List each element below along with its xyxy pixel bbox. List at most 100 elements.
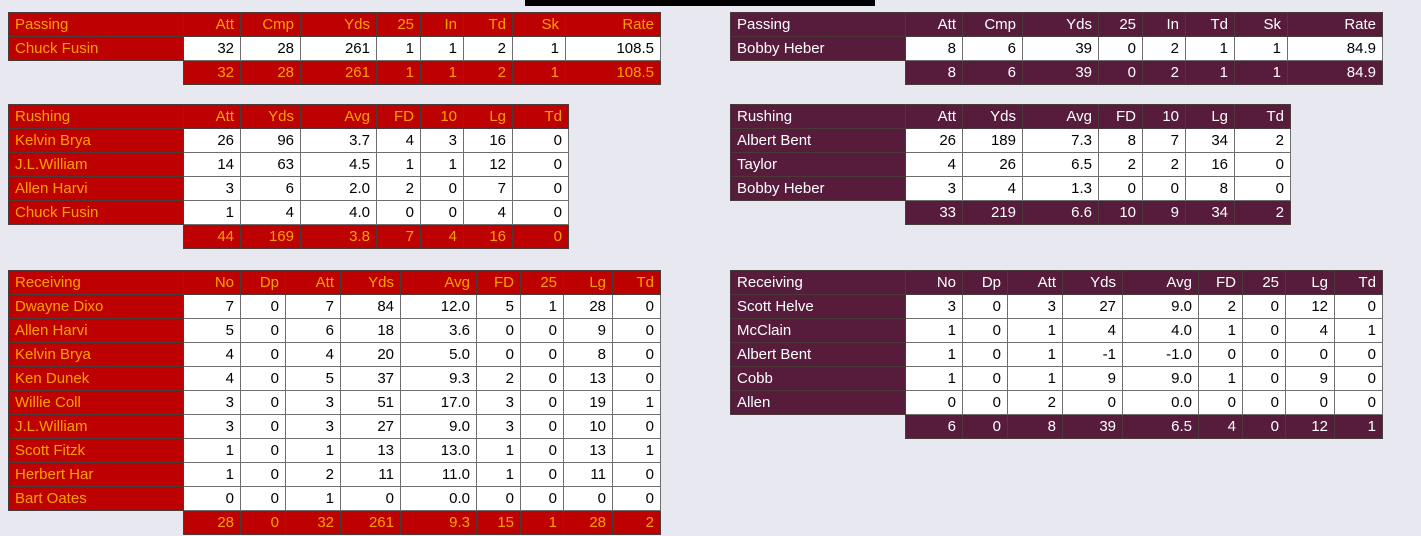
player-row: Allen Harvi 5 0 6 18 3.6 0 0 9 0 (8, 318, 661, 343)
stat-value: 2.0 (300, 176, 377, 201)
stat-value: 0 (512, 176, 569, 201)
stat-value: 5.0 (400, 342, 477, 367)
stat-value: 2 (1142, 36, 1186, 61)
total-value: 10 (1098, 200, 1143, 225)
stat-value: 20 (340, 342, 401, 367)
column-header: Dp (240, 270, 286, 295)
column-header: 25 (1242, 270, 1286, 295)
stat-value: 0 (340, 486, 401, 511)
column-header: Yds (340, 270, 401, 295)
player-row: Dwayne Dixo 7 0 7 84 12.0 5 1 28 0 (8, 294, 661, 319)
stat-value: 0 (1334, 390, 1383, 415)
stat-value: 9 (1285, 366, 1335, 391)
totals-spacer (9, 511, 184, 535)
total-value: 6 (962, 60, 1023, 85)
player-name: Chuck Fusin (8, 36, 184, 61)
total-value: 32 (285, 510, 341, 535)
player-name: Kelvin Brya (8, 342, 184, 367)
player-name: Taylor (730, 152, 906, 177)
stat-value: 1 (1234, 36, 1288, 61)
stat-value: 0 (520, 318, 564, 343)
column-header: FD (1198, 270, 1243, 295)
stat-value: 3 (183, 390, 241, 415)
stat-value: 2 (1234, 128, 1291, 153)
player-row: Albert Bent 26 189 7.3 8 7 34 2 (730, 128, 1291, 153)
stat-value: 4 (376, 128, 421, 153)
total-value: 1 (1234, 60, 1288, 85)
total-value: 0 (962, 414, 1008, 439)
stat-value: 4 (1285, 318, 1335, 343)
player-name: Scott Fitzk (8, 438, 184, 463)
player-row: Herbert Har 1 0 2 11 11.0 1 0 11 0 (8, 462, 661, 487)
player-row: Kelvin Brya 26 96 3.7 4 3 16 0 (8, 128, 569, 153)
player-name: Scott Helve (730, 294, 906, 319)
stat-value: 51 (340, 390, 401, 415)
stat-value: 11.0 (400, 462, 477, 487)
stat-value: 0 (520, 414, 564, 439)
column-header: Att (905, 104, 963, 129)
player-name: Bart Oates (8, 486, 184, 511)
stat-value: 3 (905, 294, 963, 319)
table-title: Receiving (730, 270, 906, 295)
stat-value: 4 (463, 200, 513, 225)
stat-value: 4.0 (300, 200, 377, 225)
column-header: Att (183, 104, 241, 129)
stat-value: 0 (612, 486, 661, 511)
stat-value: 28 (563, 294, 613, 319)
totals-spacer (9, 225, 184, 249)
stat-value: 1 (1198, 318, 1243, 343)
stat-value: 9.0 (1122, 294, 1199, 319)
stat-value: 0 (1198, 390, 1243, 415)
player-name: Albert Bent (730, 128, 906, 153)
total-value: 6.6 (1022, 200, 1099, 225)
stat-value: 1 (1007, 318, 1063, 343)
stat-value: 18 (340, 318, 401, 343)
player-name: Albert Bent (730, 342, 906, 367)
player-name: Chuck Fusin (8, 200, 184, 225)
column-header: Lg (563, 270, 613, 295)
column-header: FD (376, 104, 421, 129)
stat-value: 2 (1098, 152, 1143, 177)
stat-value: 7.3 (1022, 128, 1099, 153)
stat-value: 0 (240, 318, 286, 343)
stat-value: 37 (340, 366, 401, 391)
player-name: Kelvin Brya (8, 128, 184, 153)
header-row: Passing Att Cmp Yds 25 In Td Sk Rate (8, 12, 661, 37)
stat-value: 0 (476, 486, 521, 511)
stat-value: 0 (612, 414, 661, 439)
player-name: J.L.William (8, 414, 184, 439)
stat-value: 32 (183, 36, 241, 61)
stat-value: 0 (520, 390, 564, 415)
stat-value: 9.0 (1122, 366, 1199, 391)
stat-value: 4 (240, 200, 301, 225)
total-value: 261 (340, 510, 401, 535)
stat-value: 7 (463, 176, 513, 201)
stat-value: 0 (1242, 294, 1286, 319)
total-value: 261 (300, 60, 377, 85)
stat-value: 0 (240, 366, 286, 391)
stat-value: 39 (1022, 36, 1099, 61)
stat-value: 0 (612, 342, 661, 367)
stat-value: 0 (240, 486, 286, 511)
stat-value: 0 (420, 200, 464, 225)
stat-value: 0 (376, 200, 421, 225)
stat-value: 2 (1142, 152, 1186, 177)
column-header: Yds (1022, 12, 1099, 37)
stat-value: 1 (512, 36, 566, 61)
total-value: 8 (905, 60, 963, 85)
player-row: Taylor 4 26 6.5 2 2 16 0 (730, 152, 1291, 177)
total-value: 0 (240, 510, 286, 535)
total-value: 7 (376, 224, 421, 249)
total-value: 219 (962, 200, 1023, 225)
stat-value: 3 (420, 128, 464, 153)
stat-value: 0 (240, 438, 286, 463)
total-value: 9.3 (400, 510, 477, 535)
total-value: 0 (512, 224, 569, 249)
stat-value: 0 (512, 128, 569, 153)
totals-row: 32 28 261 1 1 2 1 108.5 (9, 60, 661, 85)
stat-value: 0 (1142, 176, 1186, 201)
header-row: Receiving No Dp Att Yds Avg FD 25 Lg Td (8, 270, 661, 295)
totals-row: 28 0 32 261 9.3 15 1 28 2 (9, 510, 661, 535)
stat-value: 0 (1285, 342, 1335, 367)
